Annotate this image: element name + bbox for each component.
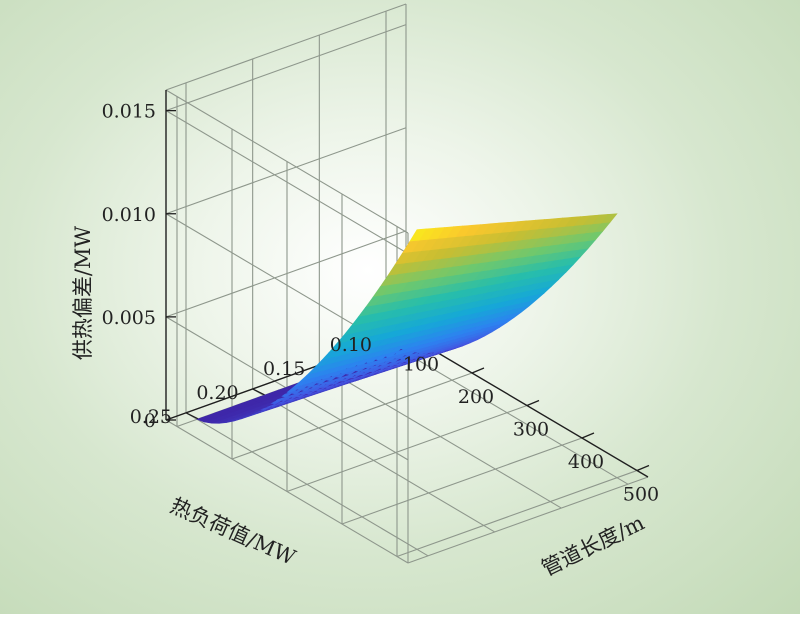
- grid-line: [341, 437, 583, 525]
- tick-label-layer: 0 0.005 0.010 0.015 100 200 300 400 500 0.10 0.15 0…: [102, 101, 660, 506]
- grid-line: [185, 412, 429, 557]
- surface-layer: [196, 213, 618, 424]
- grid-line: [165, 24, 407, 112]
- x-tick-mark: [471, 367, 485, 374]
- z-tick-label: 0: [144, 410, 156, 432]
- y-axis-title: 热负荷值/MW: [167, 493, 300, 570]
- grid-line: [319, 364, 562, 509]
- y-tick-label: 0.20: [196, 382, 238, 404]
- box-edge: [407, 476, 649, 564]
- x-tick-label: 300: [513, 419, 549, 441]
- x-tick-label: 100: [403, 354, 439, 376]
- x-tick-mark: [636, 464, 650, 472]
- surface-patch: [196, 415, 215, 423]
- grid-line: [385, 340, 629, 485]
- x-tick-mark: [526, 399, 540, 407]
- grid-line: [165, 127, 407, 215]
- grid-line: [165, 230, 407, 318]
- x-tick-label: 400: [568, 451, 604, 473]
- x-tick-label: 500: [623, 484, 659, 506]
- y-tick-mark: [252, 388, 265, 396]
- y-tick-label: 0.15: [263, 358, 305, 380]
- z-axis-title: 供热偏差/MW: [71, 226, 95, 361]
- z-tick-label: 0.010: [102, 204, 156, 226]
- z-tick-label: 0.005: [102, 307, 156, 329]
- box-edge: [165, 3, 407, 91]
- grid-line: [165, 110, 409, 255]
- x-axis-title: 管道长度/m: [538, 511, 648, 581]
- box-edge: [165, 89, 409, 234]
- grid-line: [252, 388, 495, 533]
- grid-line: [231, 372, 473, 460]
- y-tick-label: 0.10: [330, 334, 372, 356]
- grid-line: [286, 404, 528, 493]
- y-tick-mark: [185, 412, 199, 420]
- x-tick-label: 200: [458, 386, 494, 408]
- y-tick-label: 0.25: [130, 406, 172, 428]
- x-tick-mark: [581, 432, 595, 439]
- z-tick-label: 0.015: [102, 101, 156, 123]
- grid-line: [396, 469, 638, 558]
